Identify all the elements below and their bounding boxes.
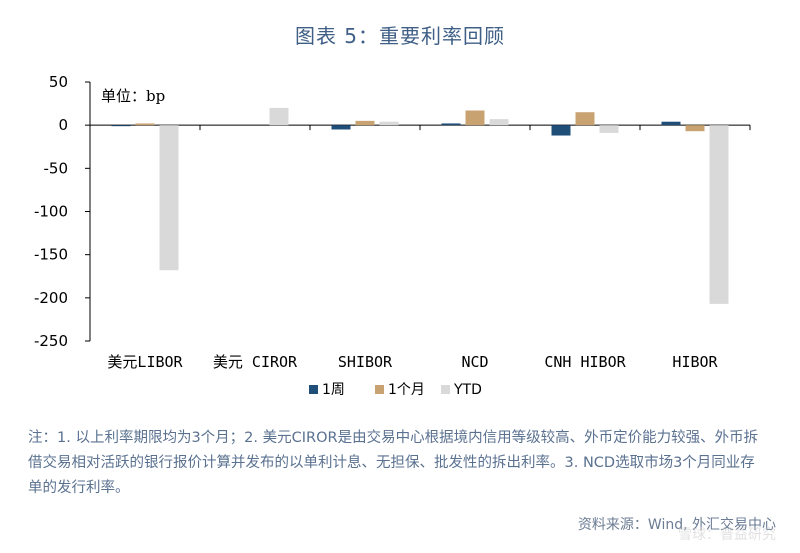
x-tick-label: SHIBOR [338,353,393,371]
bar-YTD-美元LIBOR [159,125,179,271]
bar-1周-CNH HIBOR [551,125,571,136]
y-tick-label: -50 [44,159,69,177]
x-tick-label: NCD [461,353,488,371]
bar-YTD-CNH HIBOR [599,125,619,133]
chart-title: 图表 5：重要利率回顾 [294,24,506,48]
bar-1个月-美元LIBOR [135,123,155,126]
bar-1周-HIBOR [661,121,681,126]
legend-label-YTD: YTD [453,382,482,398]
y-tick-label: -100 [34,203,68,221]
watermark: 雪球：普益研究 [678,527,776,543]
bar-1个月-SHIBOR [355,120,375,126]
legend: 1周 1个月 YTD [309,382,482,398]
y-tick-label: -250 [34,332,68,350]
y-tick-label: 0 [58,116,68,134]
bar-YTD-美元 CIROR [269,107,289,126]
bar-1个月-HIBOR [685,125,705,132]
legend-label-1个月: 1个月 [388,382,425,398]
axis-labels: 50 0 -50 -100 -150 -200 -250 单位：bp 美元LIBOR 美元 CIR… [34,73,719,371]
bar-YTD-NCD [489,119,509,126]
bar-YTD-HIBOR [709,125,729,304]
axes [85,81,751,342]
bar-chart: 50 0 -50 -100 -150 -200 -250 单位：bp 美元LIBOR 美元 CIR… [34,73,751,398]
legend-swatch-YTD [441,385,450,394]
x-tick-label: CNH HIBOR [544,353,626,371]
unit-label: 单位：bp [101,87,165,105]
y-tick-label: -150 [34,246,68,264]
y-tick-label: -200 [34,289,68,307]
bar-YTD-SHIBOR [379,121,399,126]
legend-label-1周: 1周 [322,382,345,398]
bar-1周-美元LIBOR [111,125,131,127]
legend-swatch-1周 [309,385,318,394]
y-tick-label: 50 [49,73,68,91]
footnote: 注：1. 以上利率期限均为3个月；2. 美元CIROR是由交易中心根据境内信用等… [28,430,759,496]
x-tick-label: 美元 CIROR [213,353,298,371]
x-tick-label: 美元LIBOR [107,353,183,371]
bar-1个月-CNH HIBOR [575,112,595,126]
bar-1周-NCD [441,123,461,126]
bars [111,107,729,304]
source-note: 资料来源：Wind, 外汇交易中心 [577,517,776,533]
legend-swatch-1个月 [375,385,384,394]
bar-1周-SHIBOR [331,125,351,130]
x-tick-label: HIBOR [672,353,718,371]
bar-1个月-NCD [465,110,485,126]
